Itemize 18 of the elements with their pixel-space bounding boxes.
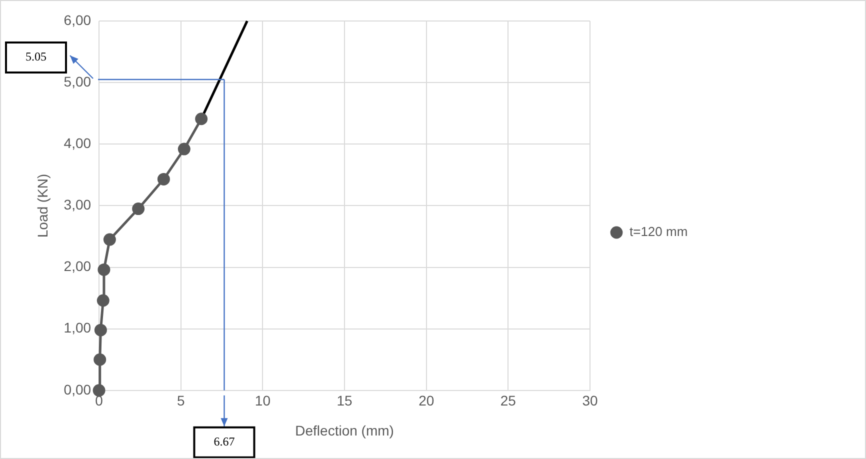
text: 6.67: [214, 434, 235, 449]
legend-label: t=120 mm: [630, 224, 688, 240]
x-tick-label: 15: [336, 392, 353, 409]
x-tick-label: 10: [254, 392, 271, 409]
y-tick-label: 1,00: [64, 320, 92, 336]
y-tick-label: 2,00: [64, 258, 92, 274]
x-axis-title: Deflection (mm): [295, 422, 394, 438]
y-tick-label: 3,00: [64, 196, 92, 213]
y-axis-title: Load (KN): [34, 174, 50, 238]
y-tick-label: 6,00: [64, 12, 92, 28]
x-tick-label: 25: [500, 392, 516, 409]
y-tick-label: 0,00: [64, 381, 92, 398]
x-tick-label: 5: [176, 392, 185, 409]
y-tick-label: 4,00: [64, 134, 92, 151]
x-tick-label: 20: [418, 392, 434, 409]
x-tick-label: 30: [582, 392, 598, 409]
text: 5.05: [26, 50, 46, 64]
y-tick-label: 5,00: [64, 73, 92, 90]
